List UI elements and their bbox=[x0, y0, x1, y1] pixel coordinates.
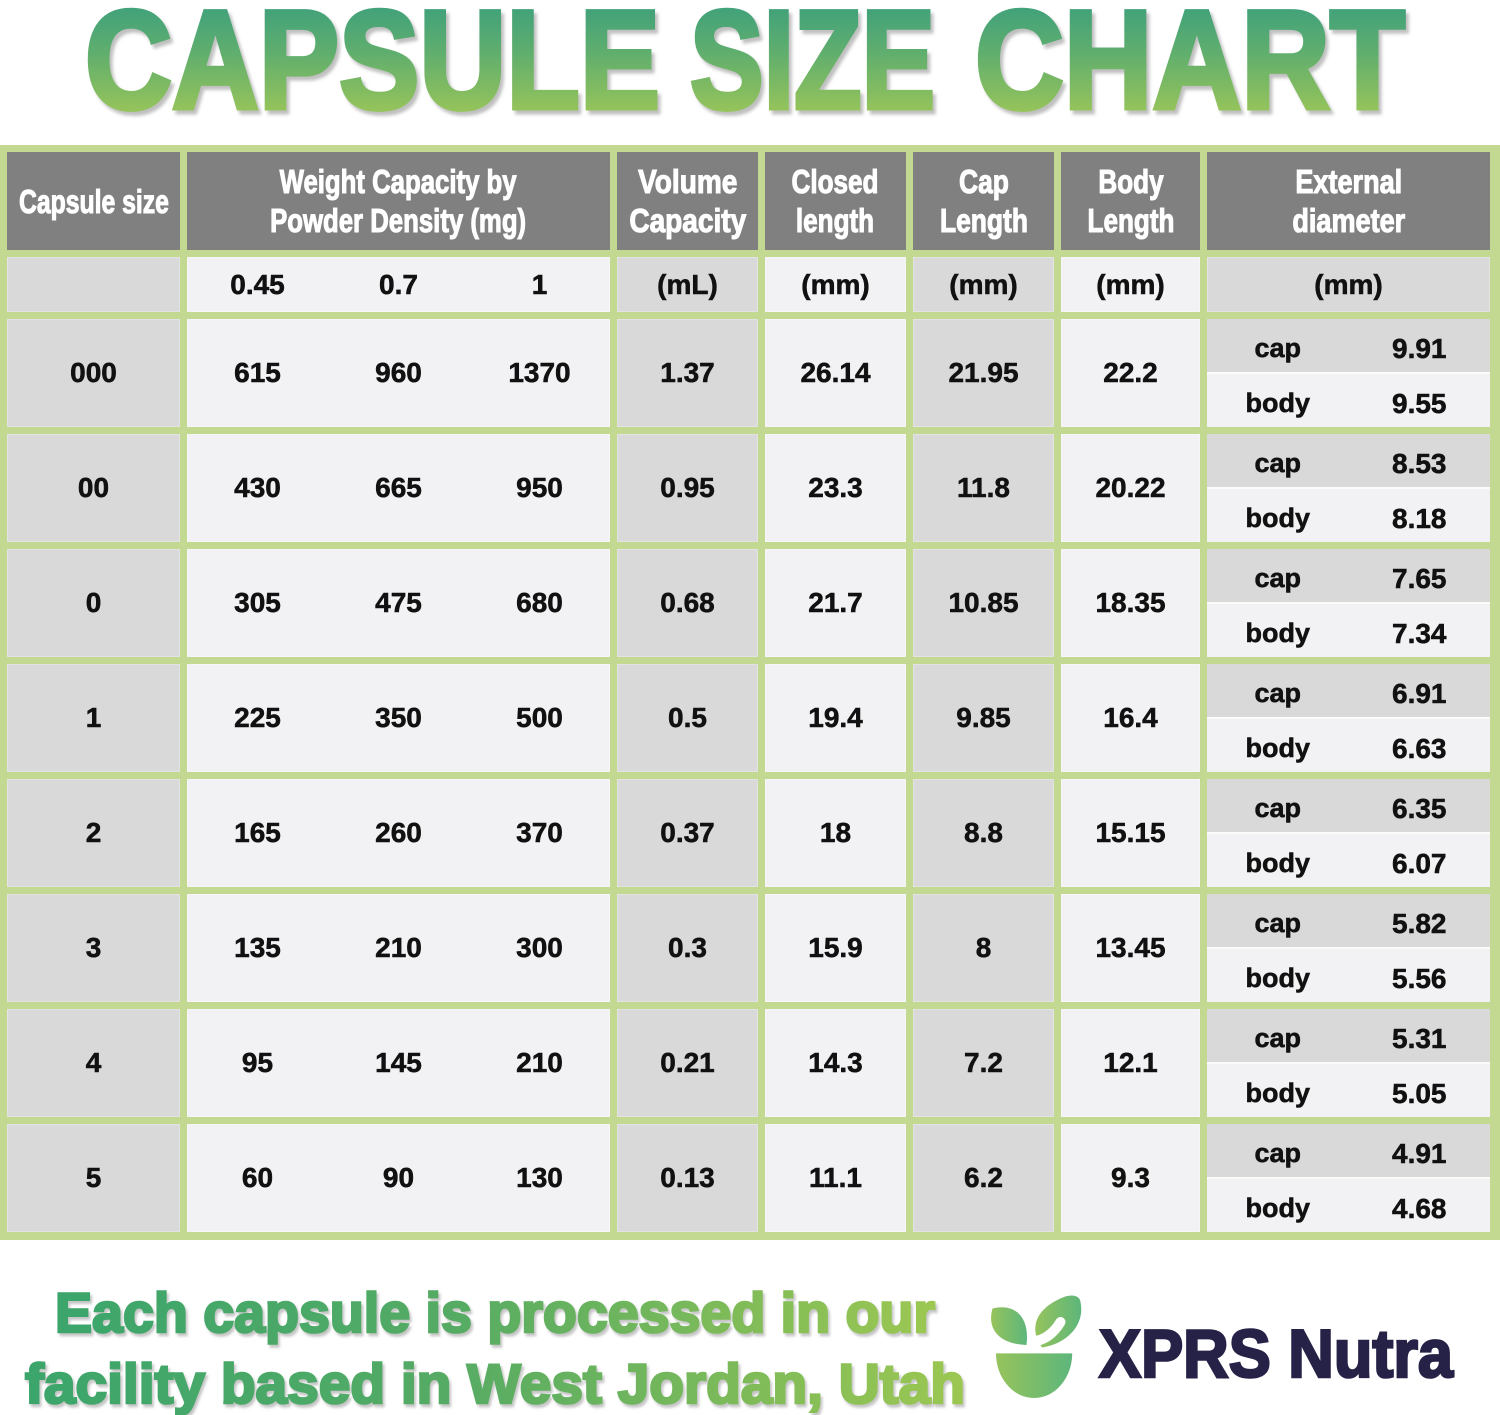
svg-text:XPRS Nutra: XPRS Nutra bbox=[1099, 1316, 1454, 1392]
svg-text:SIZE: SIZE bbox=[690, 0, 935, 138]
svg-text:facility based in West Jordan,: facility based in West Jordan, Utah bbox=[25, 1352, 965, 1415]
svg-text:CAPSULE: CAPSULE bbox=[85, 0, 660, 138]
svg-text:Each capsule is processed in o: Each capsule is processed in our bbox=[55, 1281, 935, 1344]
svg-text:CHART: CHART bbox=[975, 0, 1405, 138]
